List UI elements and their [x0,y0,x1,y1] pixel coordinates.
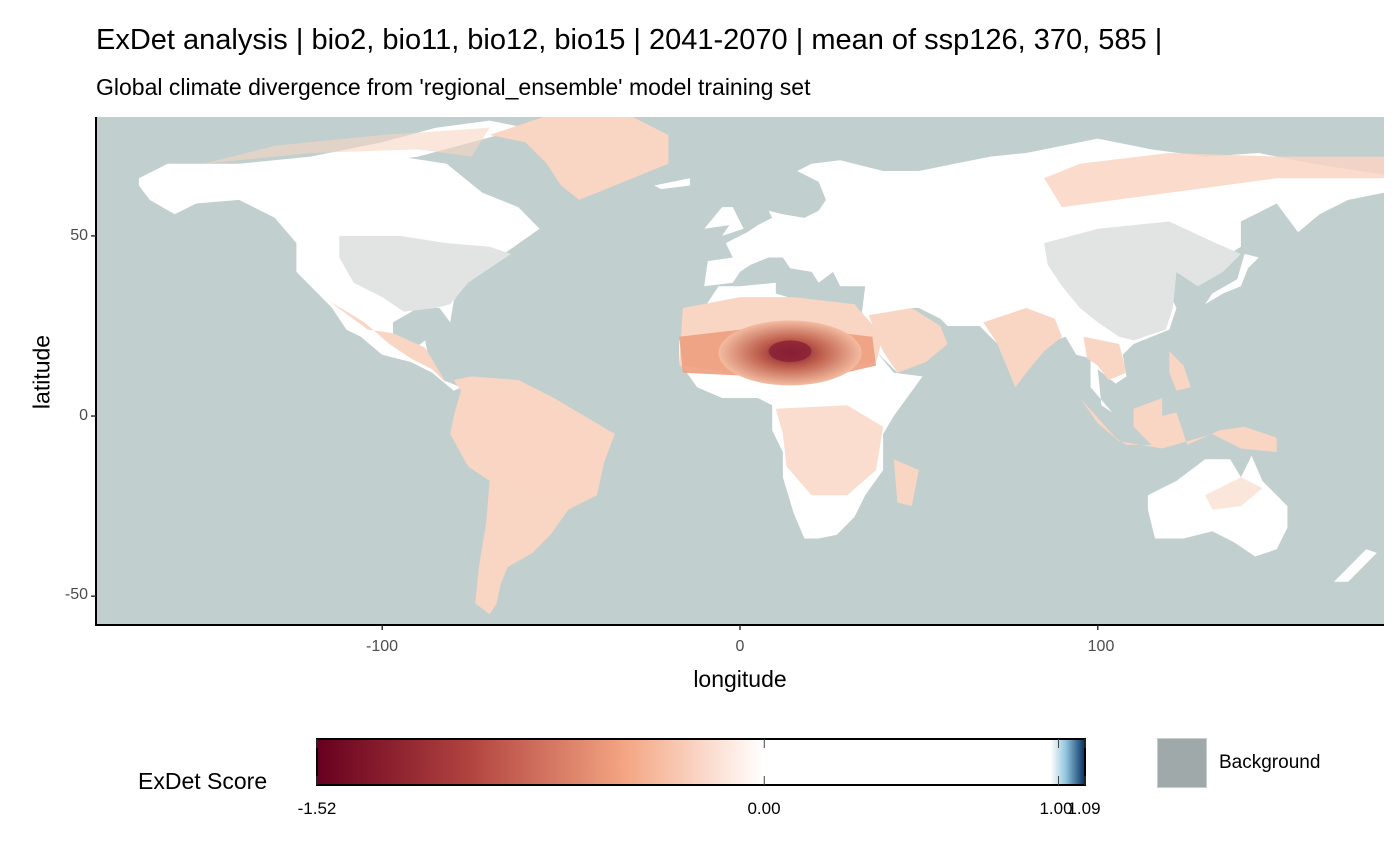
land-indonesia [1079,398,1277,453]
land-iceland [654,178,690,190]
land-japan [1205,253,1259,305]
x-axis-label: longitude [693,666,787,692]
legend-tick-label: 0.00 [747,799,781,818]
background-legend-label: Background [1219,752,1321,773]
land-north-america [138,156,540,391]
divergence-siberia [1044,153,1384,208]
training-region-east-asia [1044,221,1241,341]
legend-tick-label: -1.52 [297,799,337,818]
divergence-mexico [328,300,447,384]
chart-subtitle: Global climate divergence from 'regional… [96,74,811,100]
y-tick-label: 50 [70,227,88,244]
chart-title: ExDet analysis | bio2, bio11, bio12, bio… [96,24,1163,56]
land-greenland [489,117,669,200]
divergence-amazon [460,387,604,496]
map-layer [96,117,1384,625]
legend-colorbar [316,738,1086,786]
land-british-isles [704,207,744,236]
divergence-india [983,308,1062,388]
divergence-arabia [868,308,948,373]
y-axis-label: latitude [28,334,55,410]
x-tick-label: -100 [365,638,399,655]
x-tick-label: 0 [735,638,745,655]
training-region-north-america [339,235,511,312]
divergence-central-africa [775,405,884,496]
land-new-zealand [1333,549,1377,582]
background-legend-key [1157,738,1207,788]
land-madagascar [893,459,919,507]
y-tick-label: -50 [64,586,88,603]
divergence-sahel-peak [768,340,812,362]
divergence-mainland-se-asia [1083,336,1127,380]
divergence-north-australia [1205,477,1263,510]
land-philippines [1169,351,1191,391]
x-tick-label: 100 [1087,638,1115,655]
legend-title: ExDet Score [138,768,268,794]
y-tick-label: 0 [79,407,88,424]
divergence-arctic-canada [203,127,490,164]
legend-tick-label: 1.09 [1067,799,1101,818]
legend-tick-label: 1.00 [1039,799,1073,818]
